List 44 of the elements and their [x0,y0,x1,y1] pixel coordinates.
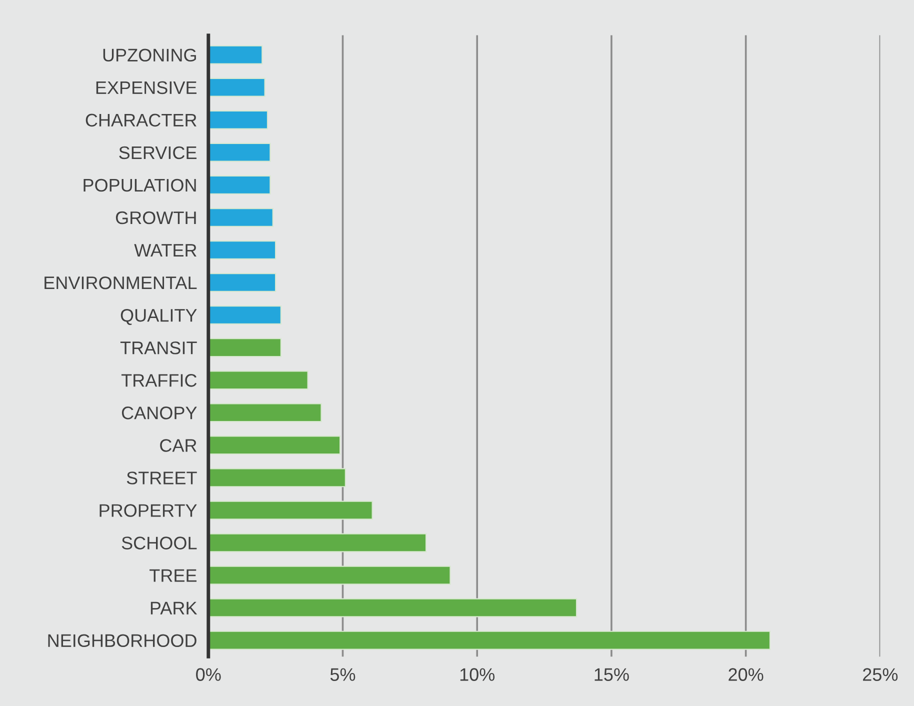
bar [208,436,341,455]
bar [208,533,427,552]
x-tick-label: 0% [196,668,221,681]
y-tick-label: CANOPY [122,406,197,420]
bar [208,403,322,422]
bar [208,273,276,292]
bar [208,240,276,260]
bar [208,175,271,194]
y-tick-label: TRANSIT [120,342,197,354]
x-tick-label: 15% [594,668,629,681]
bar [208,208,274,227]
x-tick-label: 5% [330,668,356,681]
x-tick-label: 25% [863,668,898,681]
y-tick-label: UPZONING [103,48,196,62]
bar [208,370,308,390]
bar [208,142,271,162]
x-tick-label: 20% [728,668,764,681]
y-tick-label: STREET [126,472,197,484]
bar [208,306,282,325]
y-tick-label: CAR [160,439,196,452]
y-tick-label: QUALITY [120,308,197,325]
bar [208,630,771,650]
y-tick-label: SCHOOL [122,536,197,550]
y-tick-label: TREE [150,569,197,582]
y-tick-label: POPULATION [84,178,196,192]
y-tick-label: ENVIRONMENTAL [44,276,197,290]
y-tick-label: EXPENSIVE [96,81,196,94]
x-tick-label: 10% [460,668,495,681]
y-tick-label: PARK [150,602,198,614]
y-tick-label: GROWTH [116,211,196,224]
bar [208,78,266,97]
bar [208,338,282,358]
y-tick-label: WATER [134,244,196,257]
bar [208,45,263,64]
y-tick-label: SERVICE [119,146,197,160]
bar [208,110,268,130]
bar [208,500,373,520]
bar [208,598,578,618]
bar [208,566,451,585]
y-tick-label: NEIGHBORHOOD [48,634,196,648]
y-tick-label: PROPERTY [100,504,197,517]
y-tick-label: CHARACTER [86,114,196,127]
y-tick-label: TRAFFIC [121,374,197,387]
bar [208,468,346,488]
